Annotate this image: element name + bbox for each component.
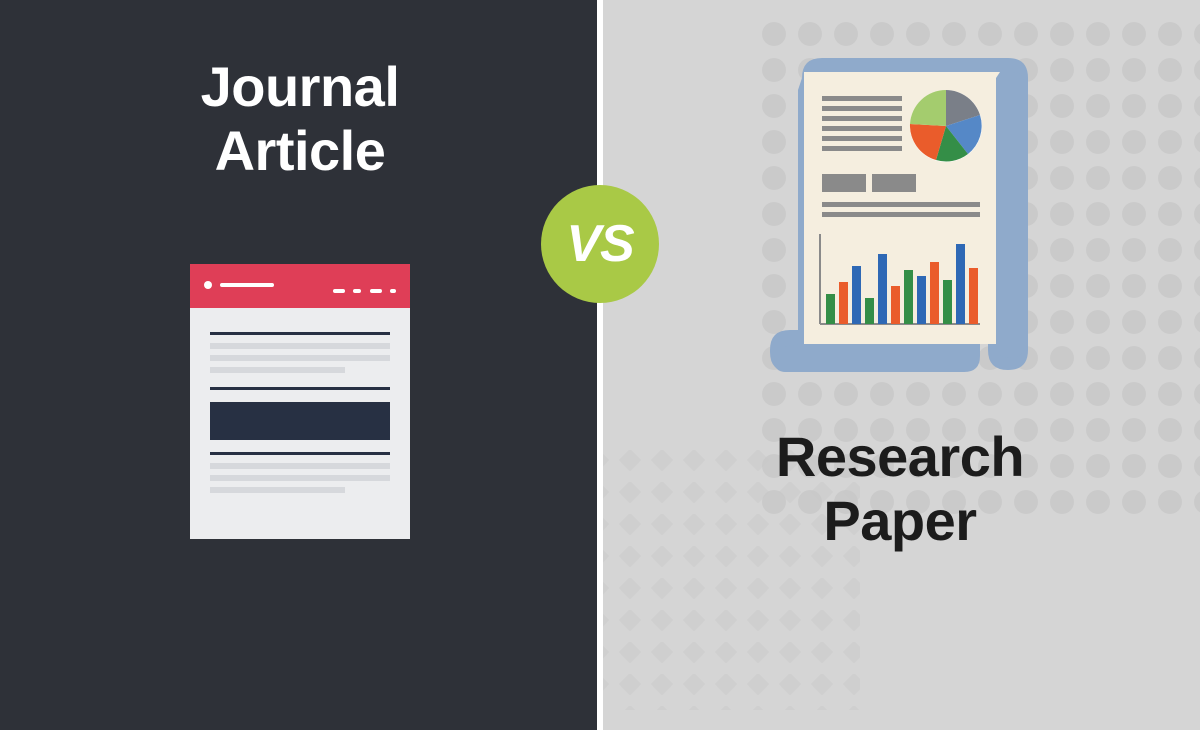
vs-label: VS [566,214,633,274]
center-divider [597,0,603,730]
vs-badge: VS [541,185,659,303]
right-title-line1: Research [776,425,1024,489]
left-title-line1: Journal [201,55,400,119]
journal-header-bar [190,264,410,308]
journal-article-icon [190,264,410,539]
left-title-line2: Article [201,119,400,183]
research-paper-icon [760,50,1040,395]
right-panel: Research Paper [600,0,1200,730]
left-title: Journal Article [201,55,400,184]
right-title-line2: Paper [776,489,1024,553]
journal-page [190,264,410,539]
journal-body [190,308,410,517]
right-title: Research Paper [776,425,1024,554]
comparison-container: Journal Article [0,0,1200,730]
left-panel: Journal Article [0,0,600,730]
